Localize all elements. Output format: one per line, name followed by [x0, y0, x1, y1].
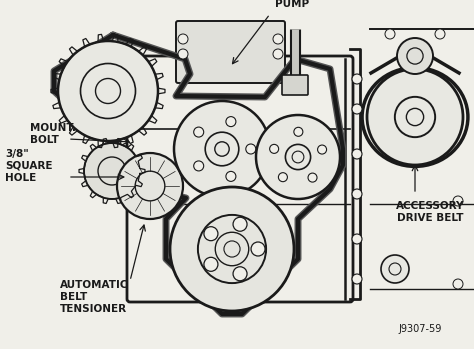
Circle shape [226, 117, 236, 127]
Circle shape [178, 34, 188, 44]
Circle shape [233, 267, 247, 281]
Circle shape [178, 49, 188, 59]
Circle shape [170, 187, 294, 311]
Circle shape [270, 144, 279, 153]
Circle shape [352, 74, 362, 84]
Circle shape [194, 127, 204, 137]
Circle shape [385, 29, 395, 39]
Circle shape [435, 29, 445, 39]
Circle shape [352, 189, 362, 199]
Text: WATER
PUMP: WATER PUMP [272, 0, 312, 9]
Text: AUTOMATIC
BELT
TENSIONER: AUTOMATIC BELT TENSIONER [60, 280, 128, 314]
Circle shape [233, 217, 247, 231]
Circle shape [251, 242, 265, 256]
Circle shape [367, 69, 463, 165]
Circle shape [352, 149, 362, 159]
Circle shape [226, 171, 236, 181]
Circle shape [204, 257, 218, 271]
Circle shape [194, 161, 204, 171]
Circle shape [453, 196, 463, 206]
FancyBboxPatch shape [176, 21, 285, 83]
Circle shape [174, 101, 270, 197]
Circle shape [58, 41, 158, 141]
Circle shape [352, 104, 362, 114]
Circle shape [273, 49, 283, 59]
Circle shape [256, 115, 340, 199]
Circle shape [294, 127, 303, 136]
Circle shape [308, 173, 317, 182]
Circle shape [278, 173, 287, 182]
Circle shape [204, 227, 218, 241]
Circle shape [117, 153, 183, 219]
Circle shape [318, 145, 327, 154]
Text: 3/8"
SQUARE
HOLE: 3/8" SQUARE HOLE [5, 149, 53, 183]
Circle shape [381, 255, 409, 283]
Text: MOUNT.
BOLT: MOUNT. BOLT [30, 123, 76, 145]
Text: ACCESSORY
DRIVE BELT: ACCESSORY DRIVE BELT [396, 201, 464, 223]
Circle shape [397, 38, 433, 74]
Circle shape [246, 144, 256, 154]
Circle shape [453, 279, 463, 289]
Circle shape [352, 234, 362, 244]
FancyBboxPatch shape [282, 75, 308, 95]
Text: J9307-59: J9307-59 [398, 324, 442, 334]
Circle shape [352, 274, 362, 284]
Circle shape [84, 143, 140, 199]
Circle shape [273, 34, 283, 44]
